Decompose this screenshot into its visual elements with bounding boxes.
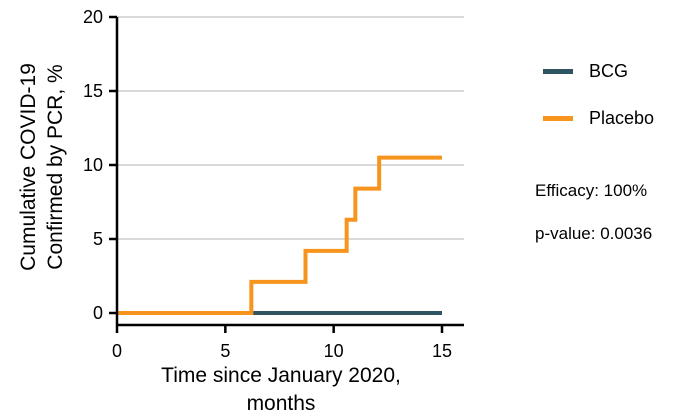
y-tick-label-15: 15 — [83, 81, 103, 101]
x-tick-label-5: 5 — [220, 341, 230, 361]
y-axis-title-line1: Cumulative COVID-19 — [17, 63, 40, 271]
legend-item-bcg: BCG — [543, 60, 654, 82]
legend-swatch-placebo — [543, 115, 573, 121]
x-axis-title-line2: months — [247, 392, 316, 415]
series-lines — [117, 155, 442, 315]
y-tick-label-0: 0 — [93, 303, 103, 323]
legend: BCG Placebo — [543, 60, 654, 154]
y-tick-label-10: 10 — [83, 155, 103, 175]
axes — [115, 17, 464, 327]
x-tick-label-15: 15 — [432, 341, 452, 361]
y-axis-title-line2: Confirmed by PCR, % — [44, 64, 67, 269]
legend-label-bcg: BCG — [589, 60, 629, 81]
p-value-annotation: p-value: 0.0036 — [535, 224, 653, 243]
y-tick-label-20: 20 — [83, 7, 103, 27]
legend-label-placebo: Placebo — [589, 107, 655, 128]
legend-swatch-bcg — [543, 68, 573, 74]
x-tick-label-10: 10 — [324, 341, 344, 361]
x-tick-label-0: 0 — [112, 341, 122, 361]
legend-item-placebo: Placebo — [543, 107, 654, 129]
series-line-placebo — [117, 155, 442, 315]
gridlines — [117, 16, 464, 240]
ticks: 0 5 10 15 20 0 5 10 15 — [83, 7, 452, 361]
x-axis-title-line1: Time since January 2020, — [161, 364, 401, 387]
y-tick-label-5: 5 — [93, 229, 103, 249]
efficacy-annotation: Efficacy: 100% — [535, 181, 648, 200]
